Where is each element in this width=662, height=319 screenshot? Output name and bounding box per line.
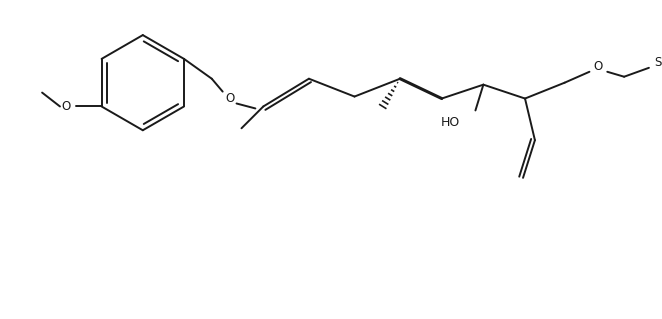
Text: O: O bbox=[62, 100, 71, 113]
Text: HO: HO bbox=[440, 116, 459, 129]
Text: S: S bbox=[654, 56, 661, 69]
Text: O: O bbox=[594, 60, 603, 73]
Text: O: O bbox=[225, 92, 234, 105]
